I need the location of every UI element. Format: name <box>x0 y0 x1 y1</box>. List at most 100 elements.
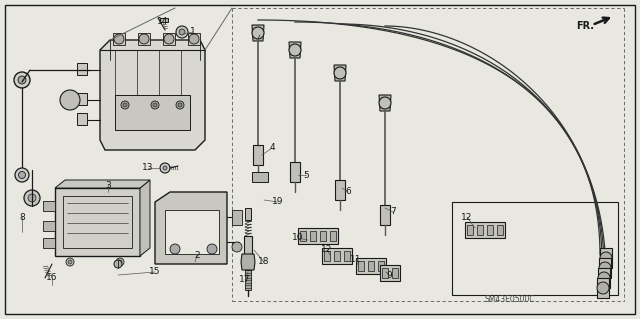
Text: 6: 6 <box>345 188 351 197</box>
Bar <box>232 210 242 225</box>
Circle shape <box>178 103 182 107</box>
Circle shape <box>170 244 180 254</box>
Circle shape <box>600 252 612 264</box>
Circle shape <box>252 27 264 39</box>
Bar <box>380 205 390 225</box>
Circle shape <box>163 166 167 170</box>
Circle shape <box>15 168 29 182</box>
Bar <box>380 265 400 281</box>
Bar <box>378 261 384 271</box>
Text: 13: 13 <box>142 164 154 173</box>
Circle shape <box>207 244 217 254</box>
Text: 16: 16 <box>46 273 58 283</box>
Bar <box>465 222 505 238</box>
Polygon shape <box>379 95 391 111</box>
Text: 12: 12 <box>461 212 473 221</box>
Circle shape <box>19 172 26 179</box>
Polygon shape <box>600 248 612 268</box>
Polygon shape <box>598 268 610 288</box>
Bar <box>43 221 55 231</box>
Circle shape <box>18 76 26 84</box>
Bar <box>77 93 87 105</box>
Bar <box>358 261 364 271</box>
Bar <box>452 202 618 295</box>
Polygon shape <box>599 258 611 278</box>
Circle shape <box>60 90 80 110</box>
Bar <box>290 162 300 182</box>
Bar <box>160 18 168 22</box>
Circle shape <box>176 26 188 38</box>
Bar <box>77 113 87 125</box>
Bar <box>356 258 386 274</box>
Text: 9: 9 <box>386 271 392 279</box>
Text: 15: 15 <box>149 268 161 277</box>
Text: 10: 10 <box>292 234 304 242</box>
Circle shape <box>334 67 346 79</box>
Bar <box>497 225 503 235</box>
Bar <box>298 228 338 244</box>
Circle shape <box>14 72 30 88</box>
Bar <box>113 33 125 45</box>
Circle shape <box>68 260 72 264</box>
Polygon shape <box>252 25 264 41</box>
Bar <box>322 248 352 264</box>
Circle shape <box>289 44 301 56</box>
Bar <box>138 33 150 45</box>
Bar <box>43 201 55 211</box>
Bar <box>245 208 251 220</box>
Text: 2: 2 <box>194 250 200 259</box>
Text: 1: 1 <box>190 27 196 36</box>
Bar <box>163 33 175 45</box>
Bar <box>63 196 132 248</box>
Circle shape <box>24 190 40 206</box>
Text: 7: 7 <box>390 207 396 217</box>
Circle shape <box>118 260 122 264</box>
Circle shape <box>189 34 199 44</box>
Circle shape <box>164 34 174 44</box>
Circle shape <box>160 163 170 173</box>
Circle shape <box>121 101 129 109</box>
Bar <box>368 261 374 271</box>
Circle shape <box>599 262 611 274</box>
Polygon shape <box>334 65 346 81</box>
Bar <box>335 180 345 200</box>
Text: 5: 5 <box>303 170 309 180</box>
Text: FR.: FR. <box>576 21 594 31</box>
Circle shape <box>176 101 184 109</box>
Bar <box>300 231 306 241</box>
Bar <box>188 33 200 45</box>
Bar <box>252 172 268 182</box>
Text: 8: 8 <box>19 212 25 221</box>
Circle shape <box>66 258 74 266</box>
Bar <box>245 270 251 290</box>
Bar <box>330 231 336 241</box>
Polygon shape <box>140 180 150 256</box>
Circle shape <box>232 242 242 252</box>
Text: 12: 12 <box>321 246 333 255</box>
Bar <box>467 225 473 235</box>
Text: 3: 3 <box>105 181 111 189</box>
Polygon shape <box>55 188 140 256</box>
Text: 19: 19 <box>272 197 284 206</box>
Bar <box>244 236 252 254</box>
Circle shape <box>139 34 149 44</box>
Bar <box>382 268 388 278</box>
Text: 18: 18 <box>259 257 269 266</box>
Circle shape <box>28 194 36 202</box>
Polygon shape <box>155 192 227 264</box>
Circle shape <box>116 258 124 266</box>
Bar <box>320 231 326 241</box>
Bar <box>77 63 87 75</box>
Bar <box>43 238 55 248</box>
Text: 4: 4 <box>269 144 275 152</box>
Bar <box>487 225 493 235</box>
Circle shape <box>598 272 610 284</box>
Circle shape <box>114 34 124 44</box>
Polygon shape <box>165 210 219 254</box>
Bar <box>253 145 263 165</box>
Circle shape <box>123 103 127 107</box>
Bar <box>477 225 483 235</box>
Circle shape <box>597 282 609 294</box>
Text: 11: 11 <box>350 256 362 264</box>
Bar <box>334 251 340 261</box>
